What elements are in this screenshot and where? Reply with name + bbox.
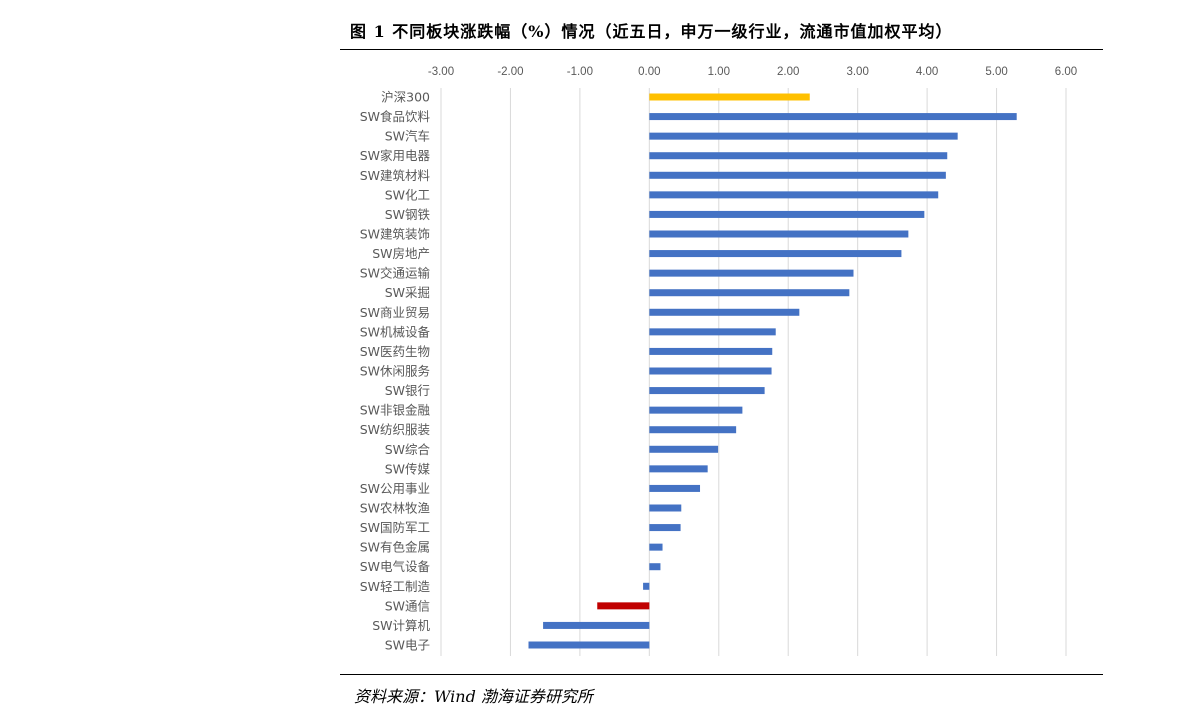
category-label: SW休闲服务 [360,364,430,379]
bar [649,484,701,492]
category-label: SW计算机 [372,618,430,633]
bar [643,582,650,590]
category-label: SW房地产 [372,246,430,261]
x-tick-label: 1.00 [708,66,730,78]
top-rule [340,49,1103,50]
bar [649,250,902,258]
bar [649,171,946,179]
category-label: SW轻工制造 [360,579,431,594]
bar [649,504,682,512]
x-tick-label: 5.00 [985,66,1007,78]
x-tick-label: 4.00 [916,66,938,78]
bar [649,328,776,336]
category-label: 沪深300 [381,90,430,105]
source-note: 资料来源：Wind 渤海证券研究所 [354,687,593,706]
figure-title: 图 1 不同板块涨跌幅（%）情况（近五日，申万一级行业，流通市值加权平均） [350,22,953,41]
category-label: SW建筑装饰 [360,227,430,242]
category-label: SW交通运输 [360,266,431,281]
bar [649,289,850,297]
bar [649,308,800,316]
category-label: SW纺织服装 [360,422,430,437]
category-label: SW综合 [385,442,431,457]
bar [649,367,772,375]
bar [649,406,743,414]
category-label: SW非银金融 [360,403,431,418]
bottom-rule [340,674,1103,675]
bar [649,152,948,160]
category-label: SW公用事业 [360,481,430,496]
category-label: SW采掘 [385,285,430,300]
category-label: SW国防军工 [360,520,430,535]
category-label: SW建筑材料 [360,168,431,183]
bar [649,191,939,199]
category-label: SW传媒 [385,461,431,476]
category-label: SW汽车 [385,129,430,144]
category-label: SW化工 [385,187,430,202]
x-tick-label: -1.00 [567,66,593,78]
bar [528,641,650,649]
category-label: SW食品饮料 [360,109,431,124]
bar [649,524,681,532]
category-label: SW通信 [385,598,430,613]
bar [649,93,810,101]
category-label: SW商业贸易 [360,305,430,320]
x-tick-label: 6.00 [1055,66,1077,78]
bar [649,426,737,434]
category-label: SW有色金属 [360,540,430,555]
bar [649,210,925,218]
x-tick-label: 0.00 [638,66,660,78]
category-label: SW医药生物 [360,344,430,359]
category-label: SW家用电器 [360,148,431,163]
bar [649,563,661,571]
bar [649,269,854,277]
bar [543,621,650,629]
bar [649,465,708,473]
bar [649,387,765,395]
category-label: SW机械设备 [360,324,431,339]
bar [649,347,773,355]
category-label: SW电气设备 [360,559,431,574]
bar [649,132,958,140]
bar [649,543,663,551]
x-tick-label: 3.00 [846,66,868,78]
bar [649,445,719,453]
category-label: SW农林牧渔 [360,501,430,516]
category-label: SW电子 [385,638,430,653]
category-label: SW钢铁 [385,207,431,222]
bar [649,230,909,238]
x-tick-label: -3.00 [428,66,454,78]
x-tick-label: 2.00 [777,66,799,78]
bar [597,602,650,610]
category-label: SW银行 [385,383,430,398]
bar [649,113,1017,121]
x-tick-label: -2.00 [497,66,523,78]
